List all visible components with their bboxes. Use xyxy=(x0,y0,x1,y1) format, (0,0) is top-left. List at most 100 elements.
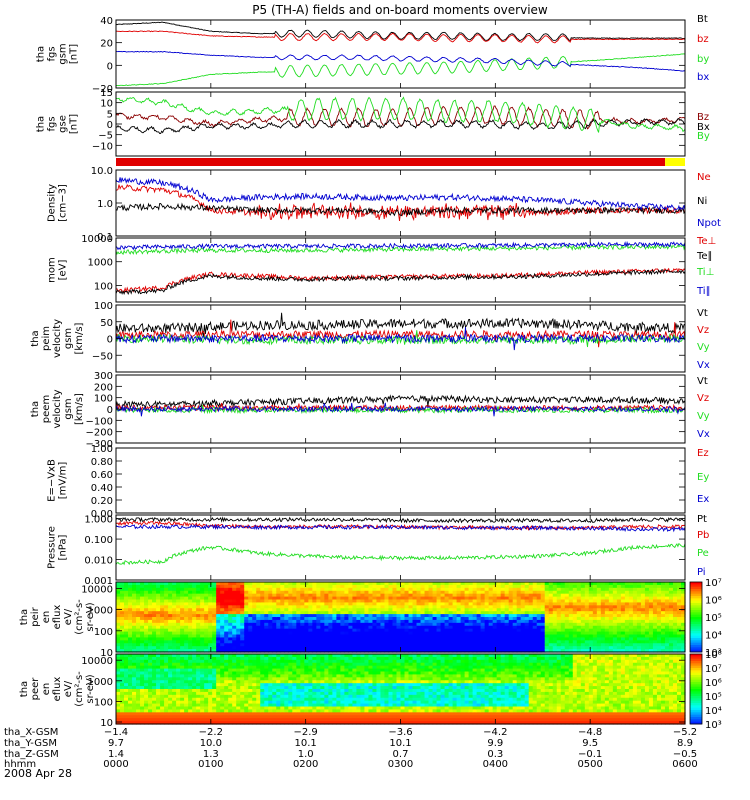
y-tick-label: −200 xyxy=(86,428,113,439)
panel-pressure: Pt Pb Pe Pi 1.000 0.100 0.010 0.001 Pressure [nPa… xyxy=(47,514,710,587)
y-tick-label: 0 xyxy=(107,120,113,131)
panel-temperature: Te⊥ Te∥ Ti⊥ Ti∥ 10000 1000 100 mom [eV] xyxy=(47,234,716,303)
series-fgs-gsm-by xyxy=(115,53,686,87)
panel-peim-velocity: Vt Vz Vy Vx 100 50 0 −50 tha peim velocity gsm [km/s… xyxy=(30,301,710,373)
y-tick-label: 0.001 xyxy=(84,576,113,587)
x-tick-label: −2.9 xyxy=(294,727,318,738)
y-tick-label: 10000 xyxy=(81,234,113,245)
x-tick-label: 0300 xyxy=(388,759,413,770)
legend-peim-velocity-3: Vx xyxy=(697,360,710,371)
x-tick-label: 10.1 xyxy=(389,738,411,749)
series-density-Npot xyxy=(115,177,686,211)
series-peem-velocity-Vx xyxy=(115,402,686,417)
y-axis-label: (cm²-s- xyxy=(74,599,85,635)
y-tick-label: 0.00 xyxy=(91,509,113,520)
y-tick-label: −5 xyxy=(98,131,113,142)
legend-pressure-0: Pt xyxy=(697,514,707,525)
y-tick-label: 300 xyxy=(94,371,113,382)
y-axis-label: tha xyxy=(19,681,30,697)
y-tick-label: 100 xyxy=(94,627,113,638)
colorbar-label: 10³ xyxy=(705,720,722,731)
y-axis-label: gsm xyxy=(58,43,69,64)
y-axis-label: peer xyxy=(30,677,41,701)
y-tick-label: 5 xyxy=(107,109,113,120)
y-axis-label: tha xyxy=(19,609,30,625)
panel-frame xyxy=(115,19,686,89)
y-axis-label: [cm−3] xyxy=(58,184,69,222)
x-tick-label: 0.3 xyxy=(487,749,503,760)
colorbar-label: 10⁴ xyxy=(705,631,722,642)
y-tick-label: 100 xyxy=(94,281,113,292)
y-tick-label: 1000 xyxy=(88,677,113,688)
legend-fgs-gse-0: Bz xyxy=(697,112,709,123)
heatmap-cells xyxy=(116,582,686,653)
panel-peir-eflux: 10⁷ 10⁶ 10⁵ 10⁴ 10³ 10000 1000 100 10 tha peir en ef… xyxy=(19,578,722,659)
legend-temperature-3: Ti∥ xyxy=(696,286,711,297)
series-peim-velocity-Vt xyxy=(115,312,686,337)
y-axis-label: velocity xyxy=(52,319,63,358)
colorbar-label: 10⁸ xyxy=(705,650,722,661)
legend-pressure-1: Pb xyxy=(697,530,709,541)
legend-peim-velocity-0: Vt xyxy=(697,308,708,319)
y-axis-label: tha xyxy=(30,330,41,346)
y-tick-label: 0.40 xyxy=(91,483,113,494)
colorbar-peir-eflux: 10⁷ 10⁶ 10⁵ 10⁴ 10³ xyxy=(689,578,722,659)
x-tick-label: 0400 xyxy=(483,759,508,770)
legend-fgs-gse-1: Bx xyxy=(697,122,710,133)
x-row-label: tha_X-GSM xyxy=(4,727,58,738)
y-axis-label: fgs xyxy=(47,46,58,61)
y-tick-label: 1.000 xyxy=(84,515,113,526)
y-tick-label: 0 xyxy=(107,405,113,416)
x-row-label: hhmm xyxy=(4,759,36,770)
y-axis-label: en xyxy=(41,611,52,624)
y-tick-label: 1000 xyxy=(88,606,113,617)
y-axis-label: tha xyxy=(30,401,41,417)
x-tick-label: 0.7 xyxy=(393,749,409,760)
y-tick-label: 10 xyxy=(100,648,113,659)
y-axis-label: velocity xyxy=(52,389,63,428)
series-pressure-Pi xyxy=(115,523,686,533)
y-tick-label: 0.60 xyxy=(91,470,113,481)
x-tick-label: 9.5 xyxy=(582,738,598,749)
y-axis-label: [nPa] xyxy=(58,534,69,560)
x-tick-label: 1.4 xyxy=(108,749,124,760)
panel-efield: Ez Ey Ex 1.00 0.80 0.60 0.40 0.20 0.00 E=−VxB [mV/… xyxy=(47,444,710,520)
y-tick-label: −10 xyxy=(92,141,113,152)
y-axis-label: [mV/m] xyxy=(58,462,69,500)
legend-pressure-3: Pi xyxy=(697,567,706,578)
series-peem-velocity-Vt xyxy=(115,394,686,409)
colorbar-label: 10³ xyxy=(705,648,722,659)
series-temperature-Ti⊥ xyxy=(115,243,686,256)
colorbar-label: 10⁶ xyxy=(705,678,722,689)
x-tick-label: 1.0 xyxy=(298,749,314,760)
legend-efield-2: Ex xyxy=(697,494,709,505)
y-tick-label: 1000 xyxy=(88,258,113,269)
series-fgs-gse-Bx xyxy=(115,117,686,134)
panel-frame xyxy=(115,514,686,581)
colorbar-label: 10⁷ xyxy=(705,664,722,675)
legend-density-0: Ne xyxy=(697,172,711,183)
x-tick-label: 0500 xyxy=(577,759,602,770)
heatmap-cells xyxy=(116,654,686,725)
series-pressure-Pe xyxy=(115,542,686,566)
series-peem-velocity-Vz xyxy=(115,402,686,413)
x-axis-labels: tha_X-GSM −1.4 −2.2 −2.9 −3.6 −4.2 −4.8 −5.2 tha… xyxy=(4,727,698,770)
y-tick-label: −50 xyxy=(92,351,113,362)
y-axis-label: gsm xyxy=(63,398,74,419)
y-tick-label: −100 xyxy=(86,416,113,427)
x-tick-label: 9.9 xyxy=(487,738,503,749)
y-tick-label: 0 xyxy=(107,61,113,72)
x-tick-label: 9.7 xyxy=(108,738,124,749)
plot-title: P5 (TH-A) fields and on-board moments ov… xyxy=(252,3,548,17)
legend-peem-velocity-0: Vt xyxy=(697,376,708,387)
legend-density-2: Npot xyxy=(697,218,721,229)
panel-fgs-gsm: Bt bz by bx 40 20 0 −20 tha fgs gsm [nT] xyxy=(36,14,710,95)
y-tick-label: 0.100 xyxy=(84,535,113,546)
y-axis-label: [nT] xyxy=(69,114,80,134)
legend-peim-velocity-2: Vy xyxy=(697,342,710,353)
y-axis-label: [km/s] xyxy=(74,322,85,354)
y-tick-label: 0.20 xyxy=(91,496,113,507)
